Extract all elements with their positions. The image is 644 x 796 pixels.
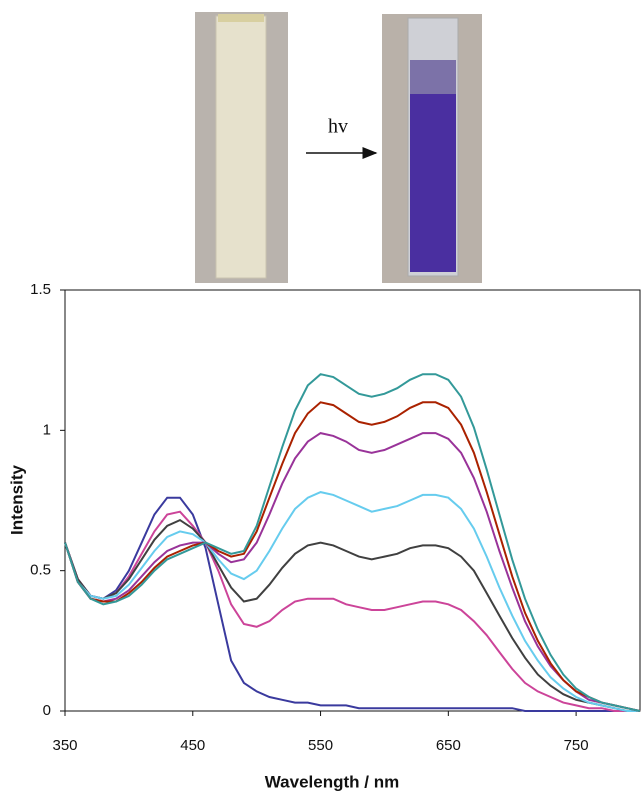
series-line bbox=[64, 432, 641, 712]
y-tick-label: 0.5 bbox=[30, 562, 51, 579]
y-tick-label: 0 bbox=[43, 702, 51, 719]
photo-before bbox=[195, 12, 288, 283]
y-tick-label: 1.5 bbox=[30, 281, 51, 298]
x-tick-label: 650 bbox=[436, 737, 461, 754]
series-line bbox=[64, 401, 641, 712]
x-tick-label: 450 bbox=[180, 737, 205, 754]
x-tick-label: 550 bbox=[308, 737, 333, 754]
series-line bbox=[64, 518, 640, 712]
x-axis-title: Wavelength / nm bbox=[265, 772, 399, 791]
x-tick-label: 350 bbox=[52, 737, 77, 754]
series-line bbox=[64, 491, 640, 712]
y-axis-title: Intensity bbox=[7, 465, 26, 535]
annotation: hv bbox=[328, 116, 348, 138]
plot-frame bbox=[64, 289, 641, 712]
y-tick-label: 1 bbox=[43, 421, 51, 438]
photo-after bbox=[382, 14, 482, 283]
series-line bbox=[64, 496, 640, 712]
series-line bbox=[64, 373, 641, 712]
x-tick-label: 750 bbox=[564, 737, 589, 754]
series-line bbox=[64, 510, 640, 712]
